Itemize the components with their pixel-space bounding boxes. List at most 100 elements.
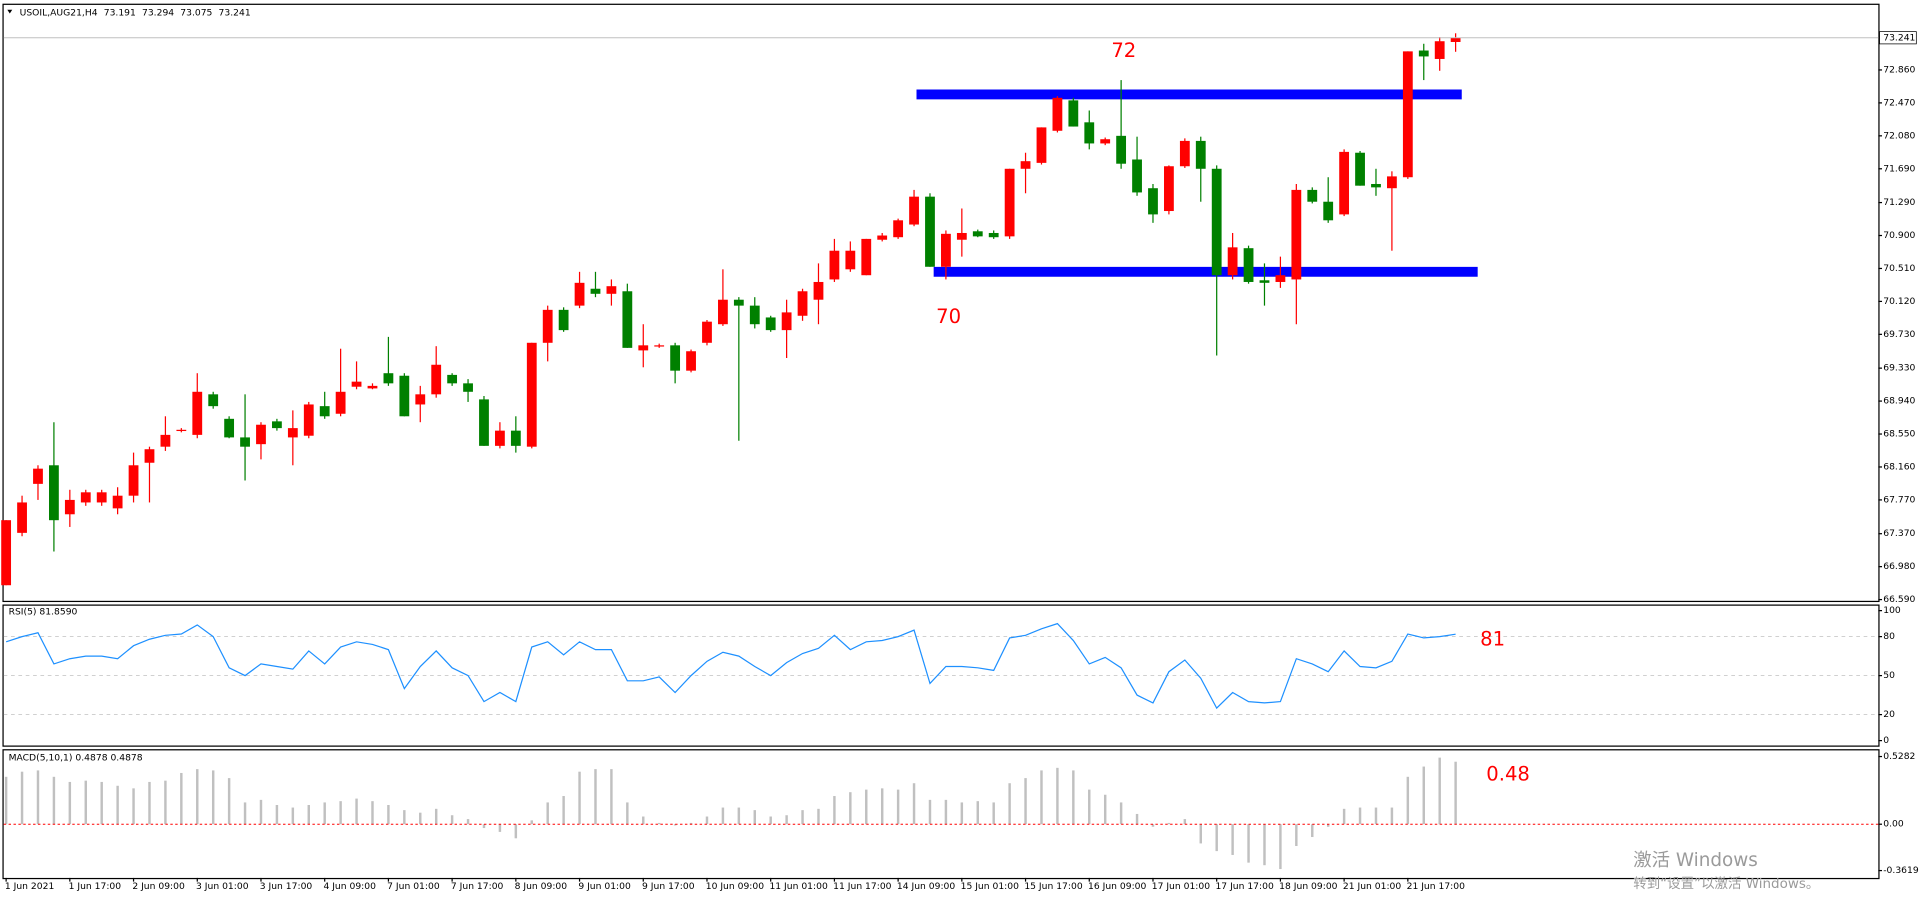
candle-body	[495, 430, 505, 446]
candle-body	[718, 299, 728, 325]
candle-body	[463, 383, 473, 392]
candle-body	[399, 375, 410, 417]
y-tick-label: 0.00	[1883, 819, 1904, 830]
rsi-line	[5, 622, 1456, 710]
candle-body	[526, 342, 537, 447]
candle-body	[845, 250, 856, 270]
candle-body	[1387, 176, 1397, 189]
candle-body	[1116, 135, 1127, 164]
y-tick-label: 68.160	[1883, 461, 1915, 472]
candle-body	[383, 373, 394, 384]
candle-body	[590, 288, 601, 294]
symbol-title: USOIL,AUG21,H4	[20, 7, 98, 18]
candle-body	[1, 520, 12, 586]
candle-body	[367, 385, 378, 389]
candle-body	[1323, 201, 1334, 221]
x-tick-label: 15 Jun 17:00	[1024, 881, 1082, 892]
candle-body	[96, 492, 107, 503]
x-tick-label: 21 Jun 01:00	[1343, 881, 1401, 892]
x-tick-label: 11 Jun 01:00	[769, 881, 827, 892]
y-tick-label: 66.590	[1883, 594, 1915, 605]
candle-body	[192, 391, 203, 435]
y-tick-label: 70.510	[1883, 263, 1915, 274]
candle-body	[208, 394, 219, 407]
candle-body	[956, 232, 967, 240]
candle-body	[1275, 275, 1286, 282]
x-tick-label: 3 Jun 01:00	[196, 881, 249, 892]
x-tick-label: 7 Jun 01:00	[387, 881, 440, 892]
candle-body	[144, 449, 155, 463]
y-tick-label: 67.370	[1883, 528, 1915, 539]
y-tick-label: 100	[1883, 605, 1901, 616]
y-tick-label: 20	[1883, 709, 1895, 720]
x-tick-label: 17 Jun 01:00	[1152, 881, 1210, 892]
candle-body	[1339, 151, 1350, 215]
y-tick-label: 0	[1883, 735, 1889, 746]
candle-body	[1036, 127, 1047, 163]
candle-body	[431, 364, 442, 395]
x-tick-label: 7 Jun 17:00	[451, 881, 504, 892]
x-tick-label: 9 Jun 01:00	[578, 881, 631, 892]
current-price-label: 73.241	[1883, 32, 1915, 43]
x-tick-label: 18 Jun 09:00	[1279, 881, 1337, 892]
watermark-subtitle: 转到“设置”以激活 Windows。	[1633, 876, 1819, 892]
x-tick-label: 14 Jun 09:00	[897, 881, 955, 892]
current-price-box	[1879, 31, 1917, 45]
y-tick-label: 70.120	[1883, 296, 1915, 307]
candle-body	[1195, 140, 1206, 169]
y-tick-label: 70.900	[1883, 230, 1915, 241]
x-tick-label: 2 Jun 09:00	[132, 881, 185, 892]
x-tick-label: 1 Jun 17:00	[69, 881, 122, 892]
x-tick-label: 15 Jun 01:00	[961, 881, 1019, 892]
candle-body	[1450, 37, 1461, 42]
candle-body	[606, 286, 617, 294]
annotation: 81	[1480, 628, 1505, 651]
candle-body	[1148, 188, 1158, 215]
y-tick-label: 67.770	[1883, 494, 1915, 505]
x-tick-label: 1 Jun 2021	[5, 881, 54, 892]
y-tick-label: 50	[1883, 670, 1895, 681]
candle-body	[941, 233, 951, 267]
candle-body	[638, 345, 649, 351]
x-tick-label: 4 Jun 09:00	[323, 881, 376, 892]
candle-body	[319, 406, 330, 417]
candle-body	[893, 220, 904, 238]
candle-body	[972, 231, 983, 237]
candle-body	[797, 291, 808, 316]
candle-body	[80, 492, 91, 503]
candle-body	[64, 499, 75, 515]
symbol-menu-icon[interactable]	[7, 9, 13, 14]
y-tick-label: 72.860	[1883, 64, 1915, 75]
candle-body	[574, 282, 585, 306]
candle-body	[1434, 41, 1445, 59]
x-tick-label: 9 Jun 17:00	[642, 881, 695, 892]
candle-body	[829, 250, 840, 280]
y-tick-label: 80	[1883, 631, 1895, 642]
candle-body	[287, 428, 298, 438]
candle-body	[765, 317, 776, 331]
candle-body	[749, 305, 760, 325]
y-tick-label: 69.730	[1883, 329, 1915, 340]
candle-body	[813, 281, 824, 300]
candle-body	[686, 351, 696, 371]
candle-body	[510, 430, 521, 446]
candle-body	[1243, 248, 1254, 282]
header-open: 73.191	[104, 7, 136, 18]
candle-body	[303, 404, 314, 436]
candle-body	[415, 394, 426, 405]
candle-body	[1259, 280, 1270, 283]
candle-body	[1100, 139, 1111, 144]
y-tick-label: -0.3619	[1883, 865, 1919, 876]
candle-body	[160, 434, 171, 447]
chart-header: USOIL,AUG21,H4 73.191 73.294 73.075 73.241	[20, 7, 251, 18]
candle-body	[240, 437, 250, 447]
candle-body	[733, 299, 744, 306]
watermark-title: 激活 Windows	[1633, 850, 1758, 871]
candle-body	[781, 312, 792, 331]
indicator-title: MACD(5,10,1) 0.4878 0.4878	[9, 752, 143, 763]
header-low: 73.075	[180, 7, 212, 18]
y-tick-label: 71.290	[1883, 197, 1915, 208]
annotation: 70	[936, 305, 961, 328]
candle-body	[1371, 183, 1381, 188]
candle-body	[1211, 168, 1222, 276]
